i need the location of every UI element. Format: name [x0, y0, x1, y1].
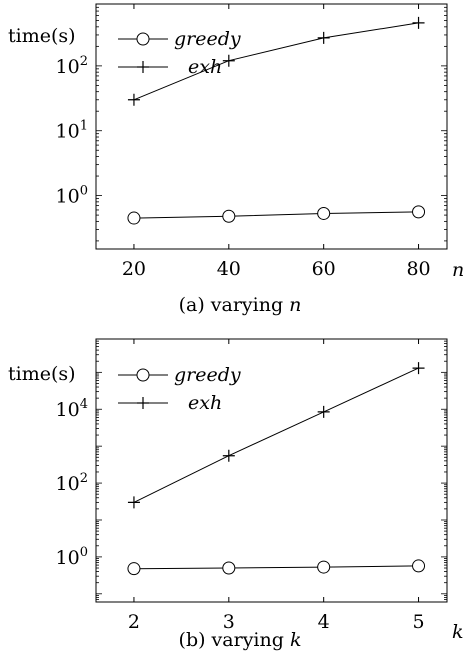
y-axis-label: time(s): [8, 25, 76, 47]
point-greedy: [127, 211, 141, 225]
point-exh: [127, 496, 140, 509]
plot-area-frame: [95, 338, 448, 603]
series-markers: [127, 16, 426, 225]
legend-label-greedy: greedy: [174, 364, 241, 386]
x-tick-label: 2: [128, 611, 140, 633]
point-exh: [127, 93, 140, 106]
y-tick-exponent: 0: [80, 545, 88, 560]
caption-b: (b) varying k: [179, 629, 302, 651]
caption-a-text: (a) varying: [179, 294, 290, 316]
point-exh: [222, 449, 235, 462]
x-axis-label: k: [452, 621, 464, 643]
point-greedy: [412, 205, 426, 219]
legend-label-exh: exh: [188, 392, 222, 414]
point-exh: [317, 31, 330, 44]
x-tick-label: 80: [406, 258, 430, 280]
series-line-greedy: [133, 565, 419, 570]
legend-marker-greedy: [136, 32, 150, 46]
caption-b-var: k: [290, 629, 302, 651]
x-tick-label: 20: [122, 258, 146, 280]
point-greedy: [222, 561, 236, 575]
series-line-exh: [133, 22, 419, 101]
y-tick-label: 101: [56, 119, 88, 143]
caption-a-var: n: [289, 294, 301, 316]
y-axis-label: time(s): [8, 363, 76, 385]
point-exh: [412, 16, 425, 29]
legend-label-greedy: greedy: [174, 28, 241, 50]
legend-label-exh: exh: [188, 56, 222, 78]
series-markers: [127, 362, 426, 576]
chart-varying-k: 100 102 104 2 3 4 5 time(s) k greedy exh (b) …: [8, 338, 464, 651]
y-tick-label: 100: [56, 545, 88, 569]
point-greedy: [127, 562, 141, 576]
y-tick-exponent: 2: [80, 471, 88, 486]
x-ticks: 20 40 60 80: [122, 4, 431, 280]
y-tick-label: 104: [56, 397, 88, 421]
y-ticks: 100 102 104: [56, 338, 447, 603]
y-tick-exponent: 0: [80, 184, 88, 199]
y-tick-label: 102: [56, 54, 88, 78]
series-line-greedy: [133, 211, 419, 219]
point-exh: [412, 362, 425, 375]
y-tick-exponent: 4: [80, 397, 88, 412]
y-tick-exponent: 1: [80, 119, 88, 134]
point-exh: [222, 54, 235, 67]
point-greedy: [317, 560, 331, 574]
x-tick-label: 60: [312, 258, 336, 280]
x-tick-label: 5: [412, 611, 424, 633]
x-ticks: 2 3 4 5: [128, 339, 425, 633]
plot-area-frame: [95, 3, 448, 250]
point-greedy: [317, 206, 331, 220]
x-tick-label: 40: [217, 258, 241, 280]
legend-marker-exh: [137, 397, 149, 409]
legend-marker-greedy: [136, 368, 150, 382]
point-exh: [317, 405, 330, 418]
caption-b-text: (b) varying: [179, 629, 290, 651]
series-line-exh: [133, 367, 419, 503]
legend: greedy exh: [118, 364, 241, 414]
series-lines: [133, 22, 419, 219]
legend-marker-exh: [137, 61, 149, 73]
y-tick-label: 102: [56, 471, 88, 495]
x-tick-label: 3: [223, 611, 235, 633]
series-lines: [133, 367, 419, 570]
point-greedy: [222, 209, 236, 223]
caption-a: (a) varying n: [179, 294, 302, 316]
y-tick-exponent: 2: [80, 54, 88, 69]
x-tick-label: 4: [318, 611, 330, 633]
point-greedy: [412, 559, 426, 573]
x-axis-label: n: [452, 259, 464, 281]
legend: greedy exh: [118, 28, 241, 78]
y-tick-label: 100: [56, 184, 88, 208]
